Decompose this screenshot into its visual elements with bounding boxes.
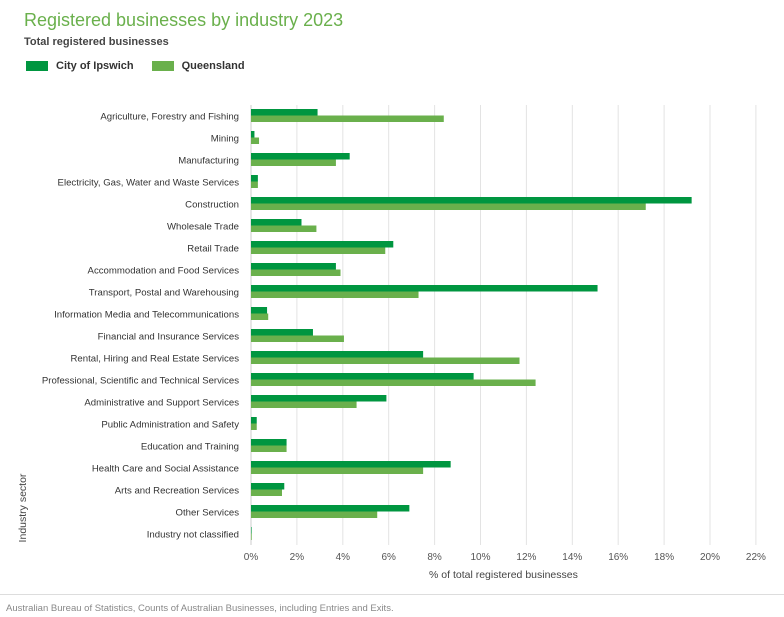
- bar-queensland: [251, 313, 269, 320]
- bar-queensland: [251, 445, 287, 452]
- x-tick-label: 2%: [290, 552, 305, 563]
- x-tick-label: 14%: [562, 552, 582, 563]
- bar-queensland: [251, 159, 336, 166]
- bar-queensland: [251, 115, 444, 122]
- bar-ipswich: [251, 351, 424, 358]
- bar-ipswich: [251, 527, 252, 534]
- bar-ipswich: [251, 461, 451, 468]
- y-tick-label: Financial and Insurance Services: [98, 332, 240, 343]
- y-tick-label: Construction: [185, 200, 239, 211]
- x-tick-label: 16%: [608, 552, 628, 563]
- x-tick-label: 4%: [336, 552, 351, 563]
- x-tick-label: 22%: [746, 552, 766, 563]
- x-tick-label: 12%: [516, 552, 536, 563]
- y-tick-label: Other Services: [176, 508, 240, 519]
- y-tick-label: Transport, Postal and Warehousing: [89, 288, 239, 299]
- bar-ipswich: [251, 395, 387, 402]
- bar-queensland: [251, 247, 386, 254]
- legend-label-queensland: Queensland: [181, 60, 245, 72]
- x-tick-label: 6%: [381, 552, 396, 563]
- legend-item-queensland[interactable]: Queensland: [151, 60, 245, 72]
- bar-ipswich: [251, 285, 598, 292]
- bar-queensland: [251, 181, 258, 188]
- legend-label-ipswich: City of Ipswich: [56, 60, 134, 72]
- bar-queensland: [251, 489, 282, 496]
- bar-ipswich: [251, 329, 313, 336]
- legend-swatch-queensland: [151, 61, 174, 71]
- x-axis-title: % of total registered businesses: [429, 569, 578, 581]
- legend-item-ipswich[interactable]: City of Ipswich: [26, 60, 134, 72]
- bar-queensland: [251, 335, 344, 342]
- bar-ipswich: [251, 153, 350, 160]
- chart-title: Registered businesses by industry 2023: [24, 10, 344, 30]
- chart-subtitle: Total registered businesses: [24, 36, 169, 48]
- bar-ipswich: [251, 263, 336, 270]
- bar-ipswich: [251, 109, 318, 116]
- bar-queensland: [251, 357, 520, 364]
- chart-legend: City of Ipswich Queensland: [26, 60, 263, 72]
- bar-ipswich: [251, 175, 258, 182]
- y-tick-label: Professional, Scientific and Technical S…: [42, 376, 239, 387]
- y-tick-label: Health Care and Social Assistance: [92, 464, 239, 475]
- footer-divider: [0, 594, 784, 595]
- legend-swatch-ipswich: [26, 61, 48, 71]
- y-tick-label: Electricity, Gas, Water and Waste Servic…: [58, 178, 240, 189]
- bar-ipswich: [251, 219, 302, 226]
- bar-ipswich: [251, 439, 287, 446]
- bar-ipswich: [251, 241, 394, 248]
- bar-queensland: [251, 379, 536, 386]
- y-tick-label: Industry not classified: [147, 530, 239, 541]
- y-tick-label: Accommodation and Food Services: [88, 266, 240, 277]
- y-tick-label: Education and Training: [141, 442, 239, 453]
- y-tick-label: Wholesale Trade: [167, 222, 239, 233]
- bar-ipswich: [251, 483, 285, 490]
- bar-ipswich: [251, 197, 692, 204]
- y-tick-label: Mining: [211, 134, 239, 145]
- bar-queensland: [251, 467, 424, 474]
- y-tick-label: Information Media and Telecommunications: [54, 310, 239, 321]
- x-tick-label: 8%: [427, 552, 442, 563]
- y-axis-title: Industry sector: [17, 473, 29, 542]
- bar-ipswich: [251, 131, 255, 138]
- y-tick-label: Manufacturing: [178, 156, 239, 167]
- x-tick-label: 10%: [470, 552, 490, 563]
- bar-queensland: [251, 401, 357, 408]
- y-tick-label: Administrative and Support Services: [84, 398, 239, 409]
- y-tick-label: Retail Trade: [187, 244, 239, 255]
- bar-chart: 0% 2% 4% 6% 8% 10% 12% 14% 16% 18% 20% 22% Agricultu…: [17, 105, 766, 581]
- bar-ipswich: [251, 307, 268, 314]
- bar-ipswich: [251, 417, 257, 424]
- bar-ipswich: [251, 505, 410, 512]
- bar-queensland: [251, 533, 252, 540]
- source-note: Australian Bureau of Statistics, Counts …: [6, 603, 394, 614]
- bar-queensland: [251, 269, 341, 276]
- bar-queensland: [251, 137, 260, 144]
- bar-queensland: [251, 225, 317, 232]
- bar-queensland: [251, 291, 419, 298]
- bar-queensland: [251, 203, 646, 210]
- bar-queensland: [251, 511, 378, 518]
- y-tick-label: Public Administration and Safety: [101, 420, 239, 431]
- y-tick-label: Agriculture, Forestry and Fishing: [100, 112, 239, 123]
- x-tick-label: 18%: [654, 552, 674, 563]
- x-tick-label: 20%: [700, 552, 720, 563]
- bar-queensland: [251, 423, 257, 430]
- y-tick-label: Rental, Hiring and Real Estate Services: [70, 354, 239, 365]
- bar-ipswich: [251, 373, 474, 380]
- y-tick-label: Arts and Recreation Services: [115, 486, 239, 497]
- x-tick-label: 0%: [244, 552, 259, 563]
